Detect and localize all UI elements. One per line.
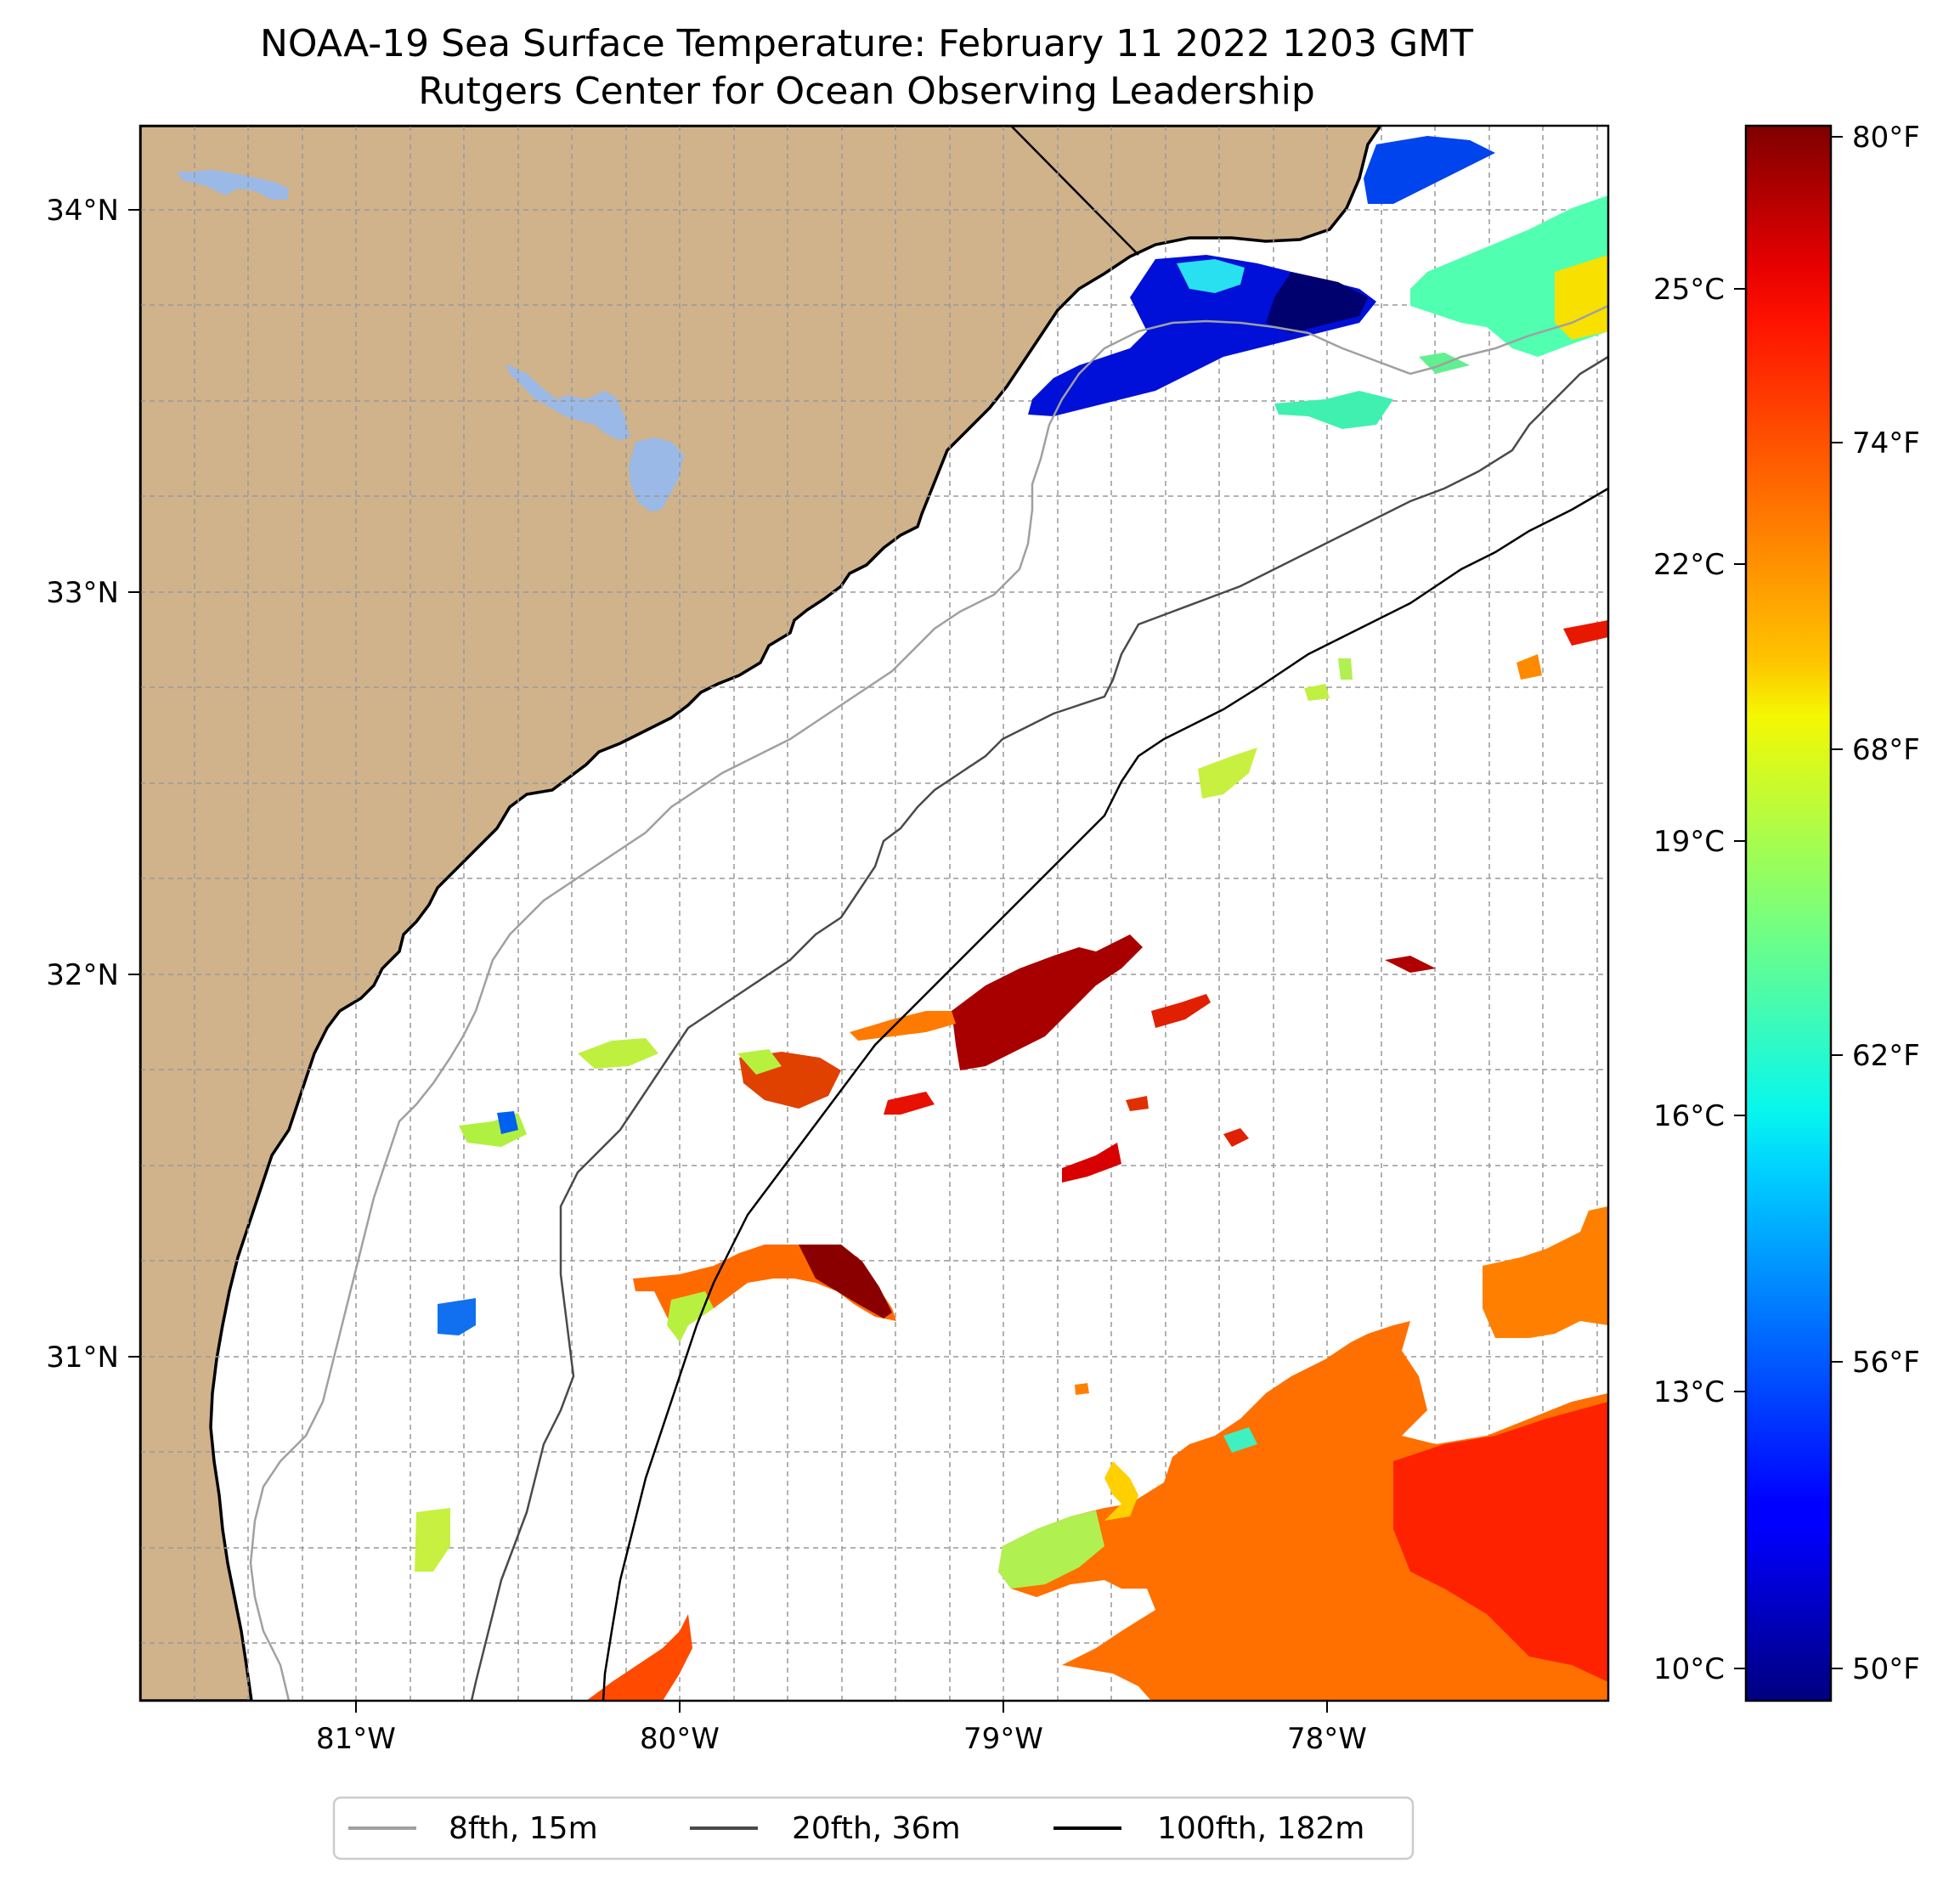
sst-patch-orange-east-2 [1517,654,1542,680]
grid [140,126,1608,1701]
sst-patch-green-east-1 [1198,748,1257,799]
legend-label-100fth: 100fth, 182m [1157,1811,1364,1846]
sst-patch-southeast-red [1393,1402,1608,1682]
sst-patch-green-east-2 [1304,684,1330,701]
legend-box [332,1796,1415,1860]
lon-tick-label-80: 80°W [640,1722,720,1756]
colorbar-c-label-25: 25°C [1653,273,1725,307]
sst-patch-orange-streak [850,1011,956,1041]
colorbar-f-label-62: 62°F [1852,1039,1920,1073]
sst-patch-north-cold-core [1266,272,1368,333]
map-panel [140,126,1608,1701]
lon-tick-label-79: 79°W [963,1722,1043,1756]
sst-patch-yellowgreen-3 [415,1508,450,1572]
isobath-8fth [249,304,1608,1701]
sst-patch-dots-south [1075,1383,1089,1395]
sst-patch-mixed-1-green [737,1049,782,1075]
sst-patch-southeast-green [998,1510,1104,1589]
colorbar-c-label-19: 19°C [1653,825,1725,859]
sst-patch-north-blue-top [1364,136,1495,204]
sst-patch-southeast-large [998,1321,1608,1701]
sst-patch-cyan-strip [1274,391,1393,429]
title-line-1: NOAA-19 Sea Surface Temperature: Februar… [260,22,1473,65]
colorbar-f-label-80: 80°F [1852,121,1920,155]
sst-patch-red-small-2 [1062,1143,1121,1183]
sst-patch-blue-2 [438,1298,476,1335]
sst-patch-northeast-yellow [1555,255,1608,340]
sst-patch-blue-1 [497,1111,518,1134]
sst-patch-red-center [952,934,1143,1070]
lat-tick-label-34: 34°N [46,194,119,228]
sst-patch-southeast-cyan [1223,1427,1257,1453]
sst-patch-red-small-3 [1151,994,1211,1028]
legend-label-20fth: 20fth, 36m [792,1811,961,1846]
sst-patch-red-small-1 [884,1092,935,1115]
land-mass [140,126,1383,1701]
sst-patch-orange-southwest [586,1614,692,1701]
lat-tick-label-33: 33°N [46,576,119,610]
lon-tick-label-81: 81°W [316,1722,396,1756]
colorbar-f-label-68: 68°F [1852,733,1920,767]
axis-ticks [128,209,1328,1713]
sst-patches [415,136,1608,1701]
legend-label-8fth: 8fth, 15m [449,1811,598,1846]
lon-tick-label-78: 78°W [1287,1722,1367,1756]
lake-moultrie-upper [177,170,289,200]
map-frame [138,124,1610,1702]
colorbar-f-label-50: 50°F [1852,1652,1920,1686]
colorbar-fahrenheit-ticks [1831,136,1843,1669]
state-border [1010,126,1139,256]
legend: 8fth, 15m 20fth, 36m 100fth, 182m [332,1796,1415,1860]
title-line-2: Rutgers Center for Ocean Observing Leade… [418,70,1315,113]
colorbar-f-label-74: 74°F [1852,426,1920,460]
isobath-20fth [470,355,1608,1701]
sst-patch-red-small-6 [1126,1096,1149,1111]
sst-patch-yellowgreen-1 [578,1038,658,1069]
isobaths [249,304,1608,1701]
sst-patch-red-small-4 [1385,956,1436,973]
sst-patch-green-south-1 [667,1291,714,1342]
sst-patch-north-cyan [1177,259,1245,293]
lake-moultrie [629,438,684,511]
lake-marion [506,364,630,440]
lat-tick-label-32: 32°N [46,958,119,992]
sst-patch-darkred-south [799,1245,892,1318]
colorbar-c-label-13: 13°C [1653,1375,1725,1409]
sst-patch-orange-east-1 [1563,620,1608,646]
colorbar: 10°C 13°C 16°C 19°C 22°C 25°C 50°F 56°F … [1653,121,1920,1702]
sst-patch-red-small-5 [1223,1128,1249,1147]
isobath-100fth [602,487,1608,1701]
colorbar-c-label-16: 16°C [1653,1099,1725,1133]
lat-tick-label-31: 31°N [46,1341,119,1375]
colorbar-c-label-22: 22°C [1653,548,1725,582]
sst-patch-southeast-yellow [1104,1461,1138,1521]
colorbar-gradient [1744,124,1833,1702]
colorbar-f-label-56: 56°F [1852,1346,1920,1380]
colorbar-c-label-10: 10°C [1653,1652,1725,1686]
sst-patch-green-east-3 [1338,658,1353,680]
sst-patch-east-orange-2 [1483,1206,1608,1338]
colorbar-celsius-ticks [1734,288,1746,1669]
